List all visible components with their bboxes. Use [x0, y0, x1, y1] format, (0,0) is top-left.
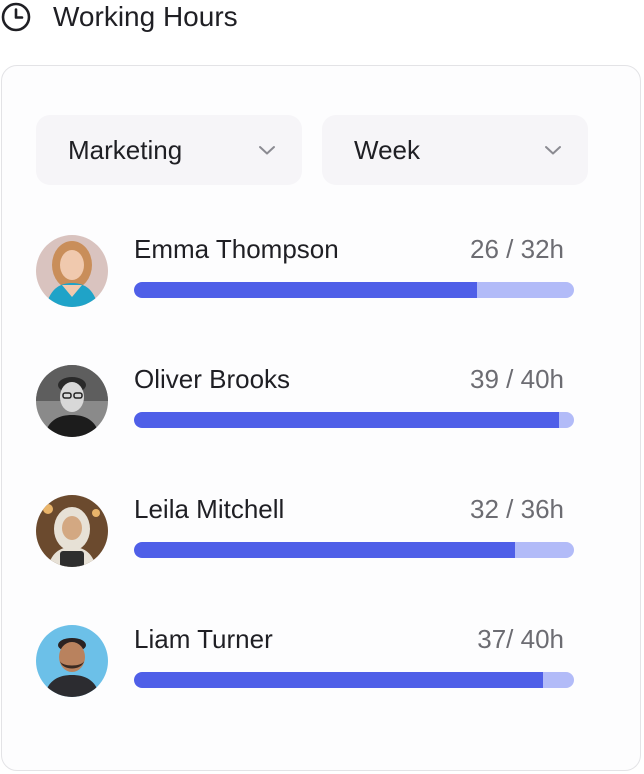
hours-progress-bar	[134, 542, 574, 558]
employee-row[interactable]: Leila Mitchell 32 / 36h	[36, 494, 576, 571]
avatar	[36, 235, 108, 307]
hours-progress-fill	[134, 672, 544, 688]
employee-row[interactable]: Emma Thompson 26 / 32h	[36, 234, 576, 311]
avatar	[36, 495, 108, 567]
period-select[interactable]: Week	[322, 115, 588, 185]
avatar	[36, 625, 108, 697]
employee-hours: 39 / 40h	[470, 364, 564, 394]
chevron-down-icon	[545, 146, 561, 155]
department-select[interactable]: Marketing	[36, 115, 302, 185]
clock-icon	[1, 2, 31, 32]
employee-name: Oliver Brooks	[134, 364, 291, 394]
employee-hours: 26 / 32h	[470, 234, 564, 264]
employee-row[interactable]: Liam Turner 37/ 40h	[36, 624, 576, 701]
employee-name: Leila Mitchell	[134, 494, 285, 524]
department-select-value: Marketing	[68, 135, 183, 165]
employee-hours: 37/ 40h	[477, 624, 564, 654]
period-select-value: Week	[354, 135, 420, 165]
hours-progress-fill	[134, 412, 559, 428]
employee-name: Emma Thompson	[134, 234, 339, 264]
hours-progress-bar	[134, 412, 574, 428]
hours-progress-bar	[134, 282, 574, 298]
widget-title: Working Hours	[53, 1, 238, 32]
hours-progress-fill	[134, 542, 515, 558]
hours-progress-fill	[134, 282, 478, 298]
hours-progress-bar	[134, 672, 574, 688]
employee-name: Liam Turner	[134, 624, 273, 654]
chevron-down-icon	[259, 146, 275, 155]
avatar	[36, 365, 108, 437]
employee-hours: 32 / 36h	[470, 494, 564, 524]
employee-row[interactable]: Oliver Brooks 39 / 40h	[36, 364, 576, 441]
